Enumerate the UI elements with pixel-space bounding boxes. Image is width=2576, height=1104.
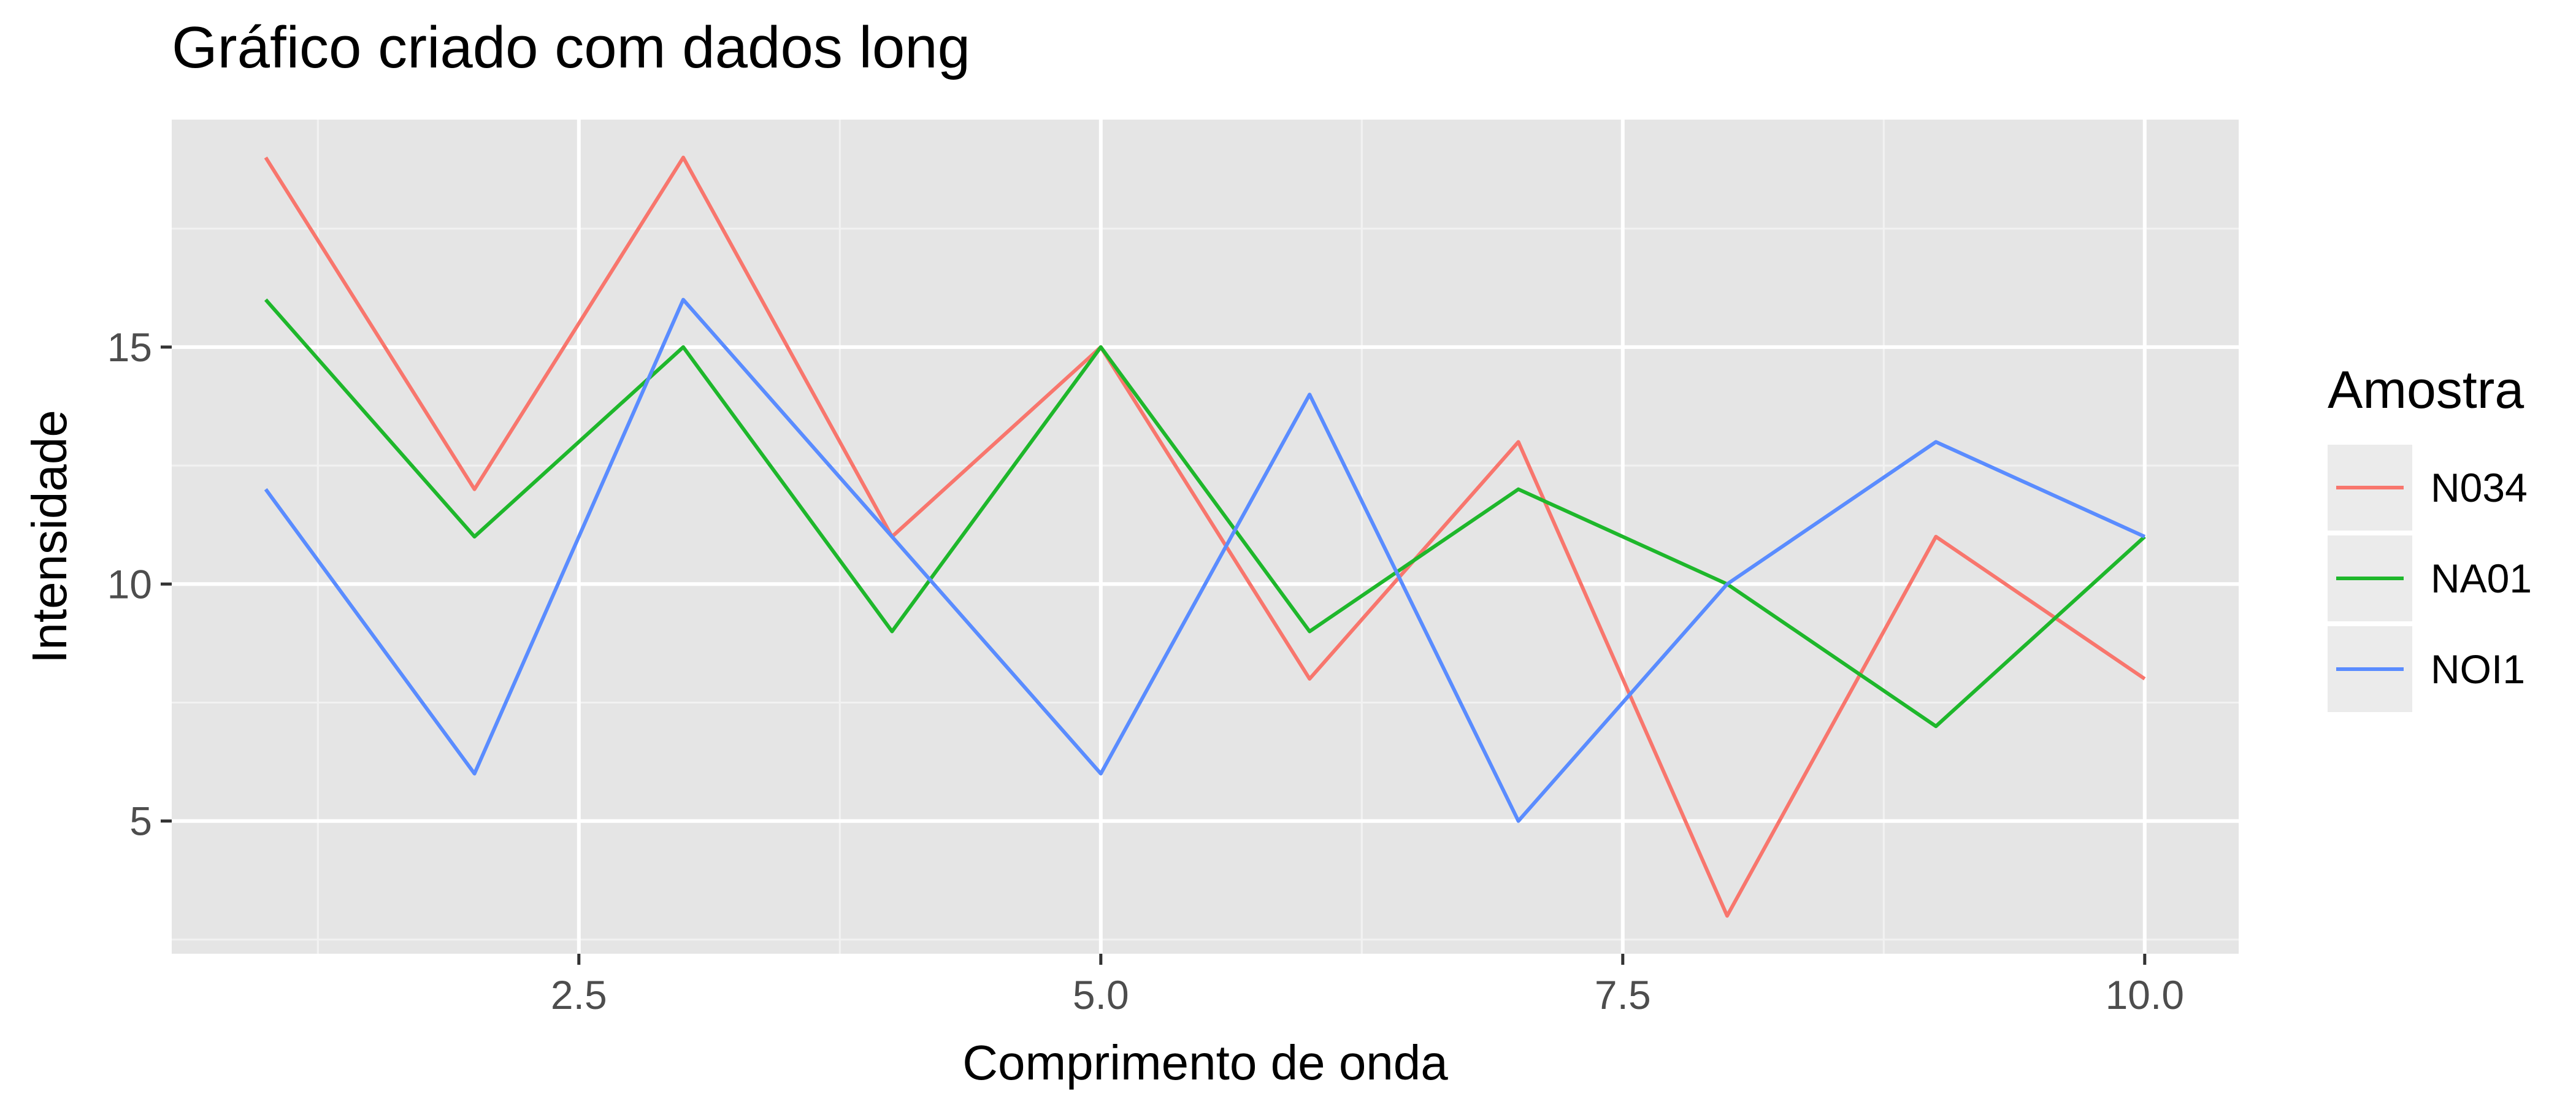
y-axis-label: Intensidade bbox=[22, 410, 77, 664]
series-lines bbox=[264, 155, 2146, 918]
x-tick-label: 2.5 bbox=[551, 972, 607, 1018]
minor-gridlines bbox=[172, 120, 2239, 954]
legend-label-noi1: NOI1 bbox=[2431, 646, 2525, 692]
y-tick-label: 10 bbox=[107, 561, 152, 607]
y-tick-label: 15 bbox=[107, 324, 152, 370]
series-line-na01 bbox=[264, 298, 2146, 729]
x-tick-label: 7.5 bbox=[1595, 972, 1651, 1018]
series-line-n034 bbox=[264, 155, 2146, 918]
x-axis-label: Comprimento de onda bbox=[962, 1035, 1448, 1090]
y-tick-label: 5 bbox=[129, 799, 152, 844]
legend: Amostra N034 NA01 NOI1 bbox=[2328, 361, 2532, 712]
chart-title: Gráfico criado com dados long bbox=[172, 15, 970, 80]
legend-label-n034: N034 bbox=[2431, 465, 2528, 510]
series-line-noi1 bbox=[264, 297, 2146, 823]
x-tick-label: 10.0 bbox=[2106, 972, 2184, 1018]
x-axis: 2.5 5.0 7.5 10.0 bbox=[551, 954, 2184, 1018]
x-tick-label: 5.0 bbox=[1073, 972, 1129, 1018]
legend-label-na01: NA01 bbox=[2431, 556, 2532, 601]
y-axis: 5 10 15 bbox=[107, 324, 172, 844]
plot-panel bbox=[172, 120, 2239, 954]
legend-title: Amostra bbox=[2328, 361, 2524, 420]
